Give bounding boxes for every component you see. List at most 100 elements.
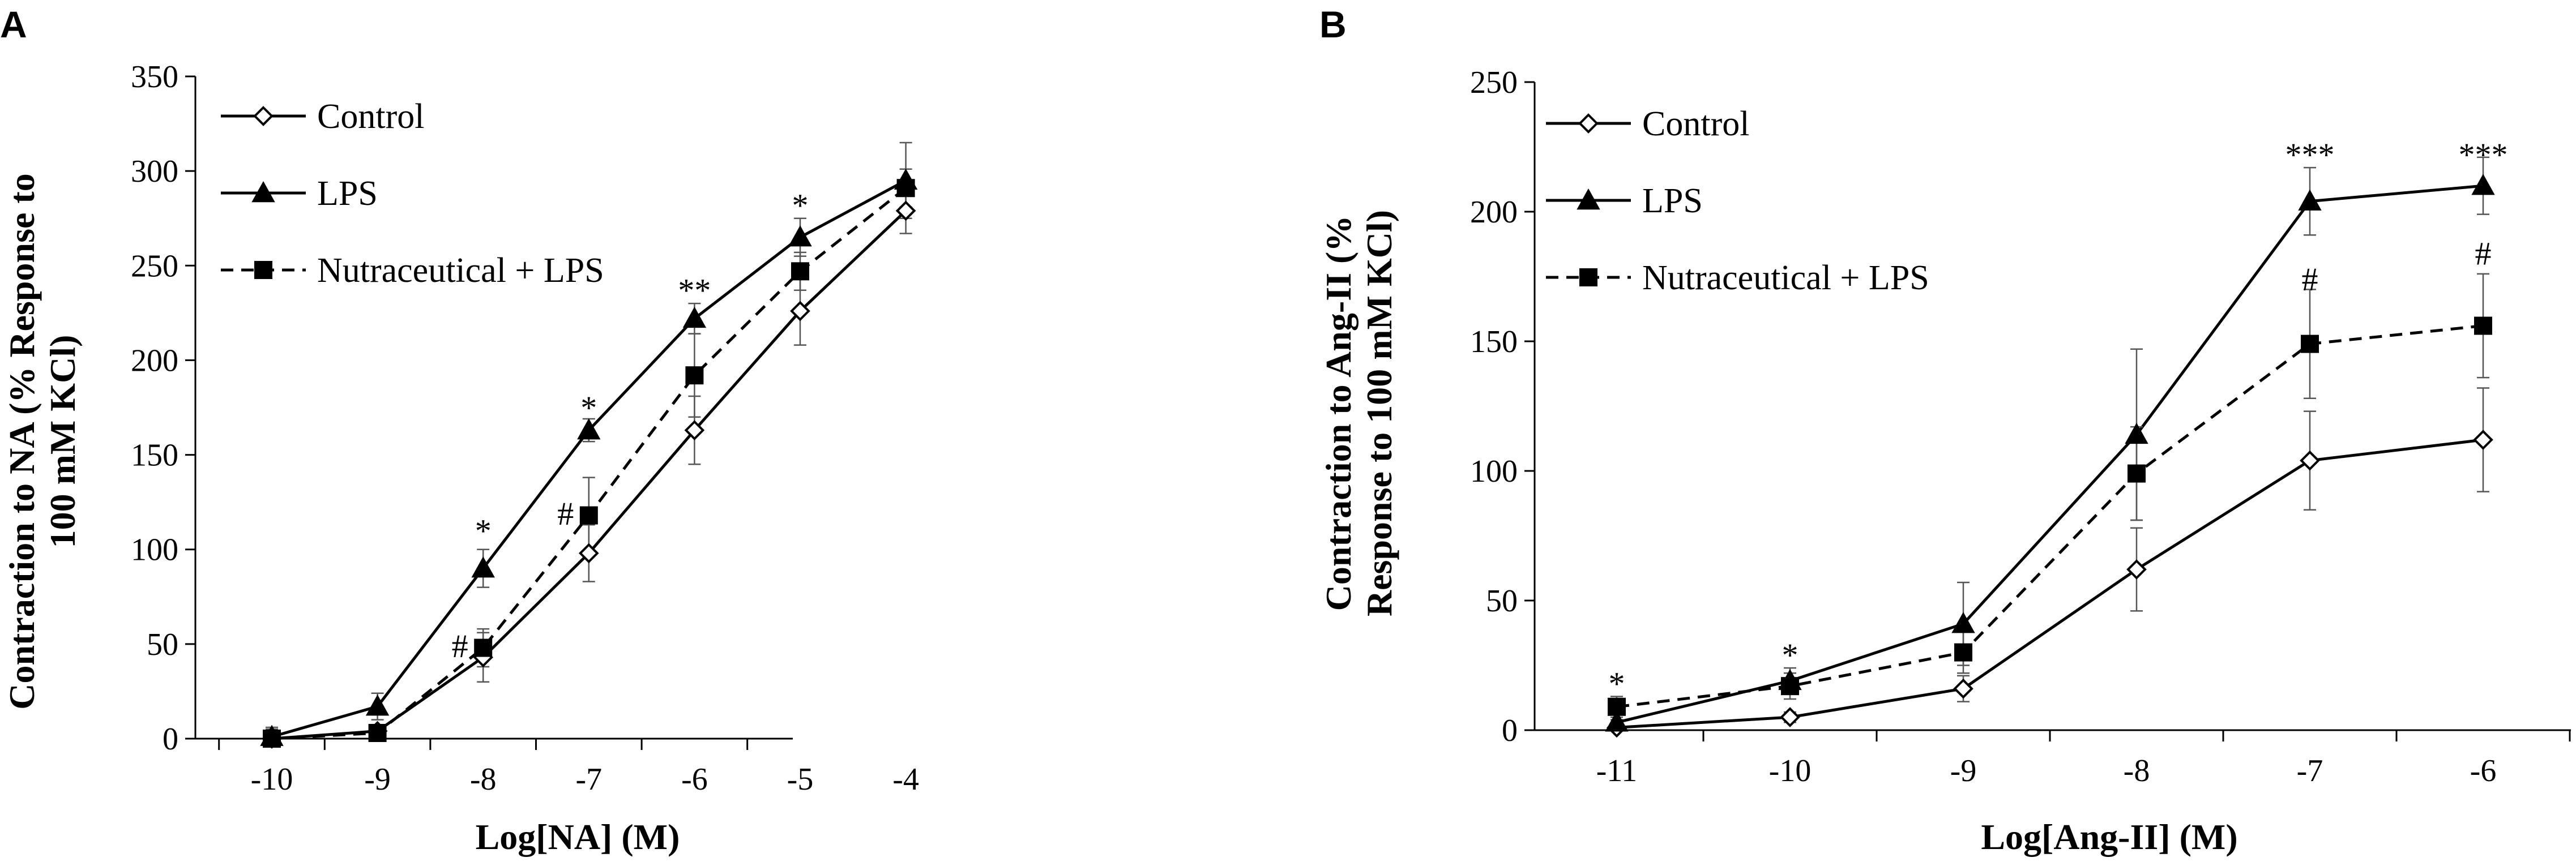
data-point-b-2 [1781,677,1799,696]
significance-mark-b: *** [2459,136,2508,173]
data-point-a-1 [682,306,707,328]
x-tick-label-a: -9 [364,762,391,797]
data-point-a-0 [895,200,916,221]
data-point-a-2 [685,366,704,385]
data-point-a-2 [896,179,915,198]
data-point-b-1 [2471,174,2495,195]
legend-marker-b-0 [1578,113,1599,134]
y-tick-label-a: 250 [131,248,178,284]
data-point-a-0 [578,543,599,564]
y-tick-label-b: 0 [1502,713,1518,748]
data-point-a-1 [471,556,495,578]
data-point-a-1 [577,418,601,440]
data-point-a-2 [368,723,387,742]
annotations-a: *****## [452,187,809,664]
data-point-b-0 [1780,707,1800,727]
data-point-a-0 [790,301,810,321]
legend-label-b-2: Nutraceutical + LPS [1642,259,1929,297]
y-axis-label-a-line2: 100 mM KCl) [42,335,83,548]
legend-marker-a-2 [254,261,272,279]
data-point-a-1 [788,225,812,247]
significance-mark-b: * [1782,637,1798,674]
data-point-b-2 [2474,316,2492,335]
data-point-b-2 [1954,643,1972,662]
y-axis-label-a-line1: Contraction to NA (% Response to [2,173,42,710]
y-tick-label-a: 150 [131,438,178,473]
x-axis-label-a: Log[NA] (M) [476,817,680,857]
data-point-b-0 [2126,559,2147,580]
x-tick-label-a: -8 [470,762,497,797]
legend-label-b-0: Control [1642,105,1749,143]
data-point-b-2 [2128,464,2146,483]
data-point-b-1 [2298,189,2322,211]
data-point-b-0 [1953,678,1973,699]
x-tick-label-b: -10 [1769,753,1812,788]
y-axis-label-a: Contraction to NA (% Response to 100 mM … [2,173,83,710]
data-point-b-0 [2473,430,2493,450]
legend-marker-a-0 [253,106,274,126]
significance-mark-b: # [2475,235,2492,272]
data-point-b-0 [2300,450,2320,471]
significance-mark-a: # [557,495,574,532]
legend-marker-b-2 [1579,268,1597,286]
series-markers-a [260,168,918,749]
y-tick-label-a: 0 [163,722,178,757]
x-axis-label-b: Log[Ang-II] (M) [1981,817,2237,857]
data-point-b-1 [1951,612,1975,633]
x-tick-label-a: -7 [575,762,602,797]
x-tick-label-b: -8 [2124,753,2150,788]
legend-marker-a-1 [251,181,275,203]
x-tick-label-a: -6 [681,762,708,797]
legend-label-a-1: LPS [317,174,378,213]
series-lines-a [266,142,912,740]
data-point-a-2 [474,638,493,657]
legend-label-a-0: Control [317,97,424,136]
significance-mark-b: *** [2285,136,2335,173]
y-tick-label-a: 350 [131,59,178,95]
data-point-b-2 [1608,697,1626,716]
x-tick-label-b: -9 [1950,753,1977,788]
series-lines-b [1610,156,2489,731]
data-point-a-0 [684,420,705,440]
y-tick-label-a: 200 [131,343,178,378]
x-tick-label-b: -7 [2297,753,2323,788]
series-line-a-0 [271,209,907,740]
significance-mark-a: # [452,628,468,664]
y-axis-label-b-line2: Response to 100 mM KCl) [1359,210,1399,616]
panel-label-b: B [1319,3,1347,45]
significance-mark-a: * [792,187,809,224]
significance-mark-a: * [580,389,597,426]
significance-mark-a: ** [678,272,711,309]
y-tick-label-a: 100 [131,533,178,568]
data-point-a-2 [579,506,598,525]
annotations-b: ***** ***## [1609,136,2508,702]
data-point-b-1 [2125,422,2148,444]
series-markers-b [1605,174,2495,738]
panel-label-a: A [0,3,27,45]
significance-mark-b: * [1609,666,1625,702]
data-point-a-2 [263,730,281,748]
y-tick-label-b: 200 [1470,195,1518,230]
x-tick-label-b: -6 [2470,753,2497,788]
series-line-b-0 [1616,438,2484,729]
x-tick-label-a: -5 [787,762,814,797]
legend-marker-b-1 [1577,188,1600,210]
data-point-b-2 [2301,335,2319,353]
axes-b: 0 50 100 150 200 250 -11 -10 -9 -8 -7 -6 [1470,65,2571,788]
x-tick-label-a: -10 [251,762,293,797]
series-line-b-1 [1616,184,2484,724]
series-line-b-2 [1616,324,2484,709]
y-tick-label-b: 150 [1470,324,1518,359]
data-point-b-1 [1605,710,1629,732]
x-tick-label-b: -11 [1596,753,1638,788]
axes-a: 0 50 100 150 200 250 300 350 -10 -9 -8 -7 -6 -5 -4 [131,59,919,797]
legend-label-a-2: Nutraceutical + LPS [317,251,604,290]
legend-label-b-1: LPS [1642,182,1703,220]
legend-a: Control LPS Nutraceutical + LPS [221,97,604,290]
y-tick-label-b: 250 [1470,65,1518,100]
legend-b: Control LPS Nutraceutical + LPS [1546,105,1929,297]
y-axis-label-b-line1: Contraction to Ang-II (% [1318,216,1359,611]
y-axis-label-b: Contraction to Ang-II (% Response to 100… [1318,210,1399,616]
data-point-a-2 [791,262,809,281]
